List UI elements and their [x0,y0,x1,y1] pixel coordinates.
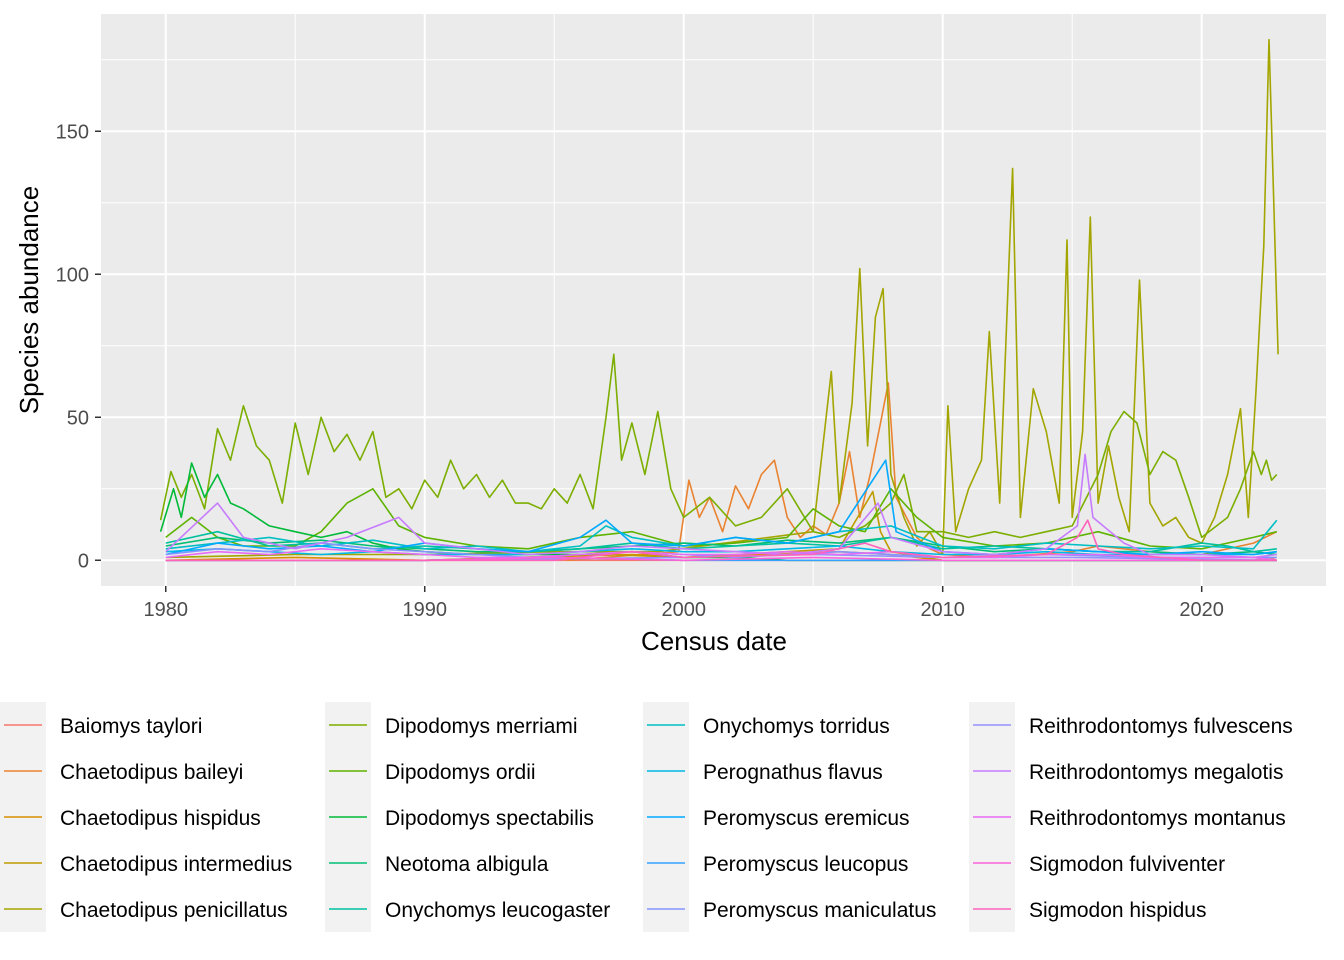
legend-entry: Sigmodon hispidus [969,886,1206,932]
legend-entry: Sigmodon fulviventer [969,840,1225,886]
x-tick-label: 1990 [402,599,447,621]
legend-label: Peromyscus maniculatus [703,899,936,922]
legend-label: Dipodomys spectabilis [385,807,594,830]
series-line [159,353,1278,539]
legend-label: Chaetodipus baileyi [60,761,243,784]
legend-label: Reithrodontomys megalotis [1029,761,1283,784]
legend-label: Reithrodontomys fulvescens [1029,715,1293,738]
legend-entry: Peromyscus maniculatus [643,886,936,932]
legend-label: Sigmodon fulviventer [1029,853,1225,876]
legend-entry: Chaetodipus intermedius [0,840,292,886]
legend-label: Onychomys torridus [703,715,890,738]
legend-entry: Dipodomys spectabilis [325,794,594,840]
y-tick-label: 100 [56,264,89,286]
legend-label: Chaetodipus intermedius [60,853,292,876]
legend-label: Dipodomys merriami [385,715,578,738]
legend-entry: Chaetodipus penicillatus [0,886,288,932]
y-tick-label: 0 [78,550,89,572]
legend: Baiomys taylori Chaetodipus baileyi Chaeto… [0,702,1293,932]
y-tick-label: 50 [67,407,89,429]
legend-entry: Onychomys torridus [643,702,890,748]
legend-entry: Peromyscus leucopus [643,840,908,886]
legend-label: Peromyscus eremicus [703,807,910,830]
legend-entry: Reithrodontomys megalotis [969,748,1283,794]
legend-label: Chaetodipus hispidus [60,807,261,830]
y-axis-title: Species abundance [14,186,44,414]
legend-entry: Reithrodontomys fulvescens [969,702,1293,748]
series-line [165,453,1277,559]
legend-entry: Peromyscus eremicus [643,794,910,840]
legend-label: Reithrodontomys montanus [1029,807,1286,830]
series-lines [159,38,1279,562]
legend-entry: Onychomys leucogaster [325,886,610,932]
legend-entry: Chaetodipus baileyi [0,748,243,794]
legend-label: Sigmodon hispidus [1029,899,1206,922]
legend-label: Peromyscus leucopus [703,853,908,876]
axes: 1980 1990 2000 2010 2020 0 50 100 150 [56,121,1224,621]
series-line [165,548,1277,562]
series-line [165,519,1277,562]
legend-entry: Neotoma albigula [325,840,549,886]
x-tick-label: 1980 [143,599,188,621]
legend-label: Dipodomys ordii [385,761,536,784]
legend-entry: Dipodomys merriami [325,702,578,748]
legend-label: Chaetodipus penicillatus [60,899,288,922]
y-tick-label: 150 [56,121,89,143]
legend-entry: Chaetodipus hispidus [0,794,261,840]
legend-label: Neotoma albigula [385,853,549,876]
legend-entry: Dipodomys ordii [325,748,536,794]
plot-panel [101,14,1326,586]
series-line [165,38,1279,559]
x-tick-label: 2010 [920,599,965,621]
legend-entry: Baiomys taylori [0,702,202,748]
legend-label: Baiomys taylori [60,715,202,738]
legend-entry: Reithrodontomys montanus [969,794,1286,840]
x-axis-title: Census date [641,626,787,656]
legend-label: Perognathus flavus [703,761,883,784]
legend-label: Onychomys leucogaster [385,899,610,922]
legend-entry: Perognathus flavus [643,748,883,794]
x-tick-label: 2020 [1179,599,1224,621]
x-tick-label: 2000 [661,599,706,621]
